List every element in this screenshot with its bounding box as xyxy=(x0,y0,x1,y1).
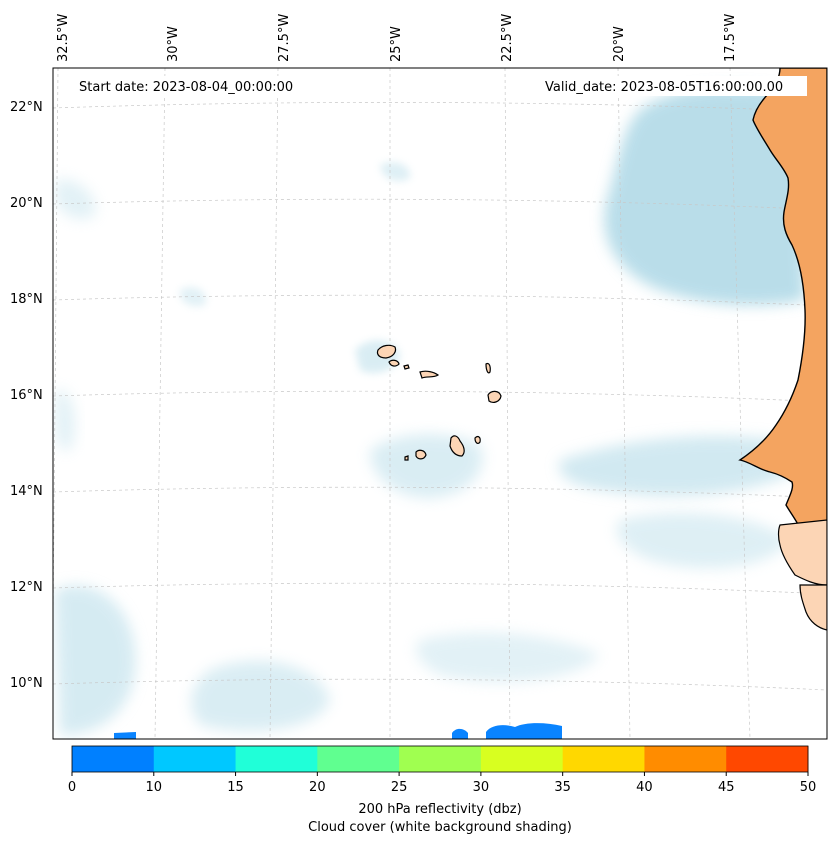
colorbar-segment xyxy=(644,746,727,772)
colorbar-segment xyxy=(399,746,482,772)
cloud-southwest xyxy=(55,585,136,735)
african-coastline xyxy=(738,68,827,529)
colorbar-tick-label: 40 xyxy=(636,780,653,795)
cloud-west-mid xyxy=(55,389,75,451)
guinea-bissau-coast xyxy=(799,584,827,631)
lon-label-27-5w: 27.5°W xyxy=(277,14,292,62)
island-sao-vicente xyxy=(388,359,400,367)
colorbar-ticks: 0 10 15 20 25 30 35 40 45 50 xyxy=(68,772,816,795)
lon-label-17-5w: 17.5°W xyxy=(723,14,738,62)
valid-date-box xyxy=(540,76,807,96)
colorbar-segment xyxy=(726,746,809,772)
cloud-patch-north xyxy=(380,162,411,182)
colorbar-segment xyxy=(72,746,155,772)
cape-verde-islands xyxy=(376,344,502,461)
reflectivity-patch-3 xyxy=(486,723,562,739)
cloud-south-central xyxy=(416,632,600,683)
cloud-south xyxy=(191,661,330,732)
longitude-labels: 32.5°W 30°W 27.5°W 25°W 22.5°W 20°W 17.5… xyxy=(56,14,738,62)
cloud-band-east xyxy=(559,436,800,496)
colorbar-label-reflectivity: 200 hPa reflectivity (dbz) xyxy=(358,802,521,817)
colorbar-tick-label: 35 xyxy=(554,780,571,795)
island-boa-vista xyxy=(487,390,502,403)
lat-label-10n: 10°N xyxy=(10,676,43,691)
graticule xyxy=(53,68,827,739)
gambia-region xyxy=(777,519,827,586)
start-date-label: Start date: 2023-08-04_00:00:00 xyxy=(79,80,293,95)
colorbar-tick-label: 20 xyxy=(309,780,326,795)
colorbar-segment xyxy=(562,746,645,772)
island-maio xyxy=(474,436,481,444)
map-panel xyxy=(53,68,827,739)
colorbar-tick-label: 30 xyxy=(473,780,490,795)
colorbar-tick-label: 50 xyxy=(800,780,817,795)
colorbar-segment xyxy=(317,746,400,772)
reflectivity-patch-1 xyxy=(114,732,136,739)
colorbar-tick-label: 10 xyxy=(146,780,163,795)
map-frame xyxy=(52,67,828,740)
island-sao-nicolau xyxy=(419,370,440,379)
lat-label-20n: 20°N xyxy=(10,196,43,211)
reflectivity-patch-2 xyxy=(452,728,468,739)
latitude-labels: 22°N 20°N 18°N 16°N 14°N 12°N 10°N xyxy=(10,100,43,691)
lon-label-30w: 30°W xyxy=(166,26,181,62)
colorbar: 0 10 15 20 25 30 35 40 45 50 200 hPa reflectivity… xyxy=(68,745,816,835)
colorbar-segments xyxy=(72,746,809,772)
island-brava xyxy=(404,455,409,461)
lat-label-16n: 16°N xyxy=(10,388,43,403)
island-santo-antao xyxy=(376,344,397,359)
colorbar-segment xyxy=(480,746,564,772)
island-fogo xyxy=(415,449,427,460)
cloud-mass-northeast xyxy=(604,87,805,306)
colorbar-segment xyxy=(153,746,237,772)
lat-label-12n: 12°N xyxy=(10,580,43,595)
lon-label-20w: 20°W xyxy=(612,26,627,62)
lat-label-14n: 14°N xyxy=(10,484,43,499)
lat-label-22n: 22°N xyxy=(10,100,43,115)
lon-label-22-5w: 22.5°W xyxy=(500,14,515,62)
colorbar-label-cloud-cover: Cloud cover (white background shading) xyxy=(308,820,572,835)
colorbar-segment xyxy=(235,746,318,772)
cloud-cover-layer xyxy=(55,87,805,735)
colorbar-frame xyxy=(71,745,809,773)
lon-label-25w: 25°W xyxy=(389,26,404,62)
start-date-box xyxy=(75,76,313,96)
lon-label-32-5w: 32.5°W xyxy=(56,14,71,62)
cloud-west-north xyxy=(55,179,96,220)
colorbar-tick-label: 45 xyxy=(718,780,735,795)
colorbar-tick-label: 25 xyxy=(391,780,408,795)
cloud-southeast xyxy=(616,512,790,569)
lat-label-18n: 18°N xyxy=(10,292,43,307)
colorbar-tick-label: 15 xyxy=(227,780,244,795)
island-santa-luzia xyxy=(403,364,410,370)
colorbar-tick-label: 0 xyxy=(68,780,76,795)
valid-date-label: Valid_date: 2023-08-05T16:00:00.00 xyxy=(545,80,783,95)
island-santiago xyxy=(449,435,465,457)
island-sal xyxy=(485,362,491,374)
reflectivity-layer xyxy=(114,723,562,739)
